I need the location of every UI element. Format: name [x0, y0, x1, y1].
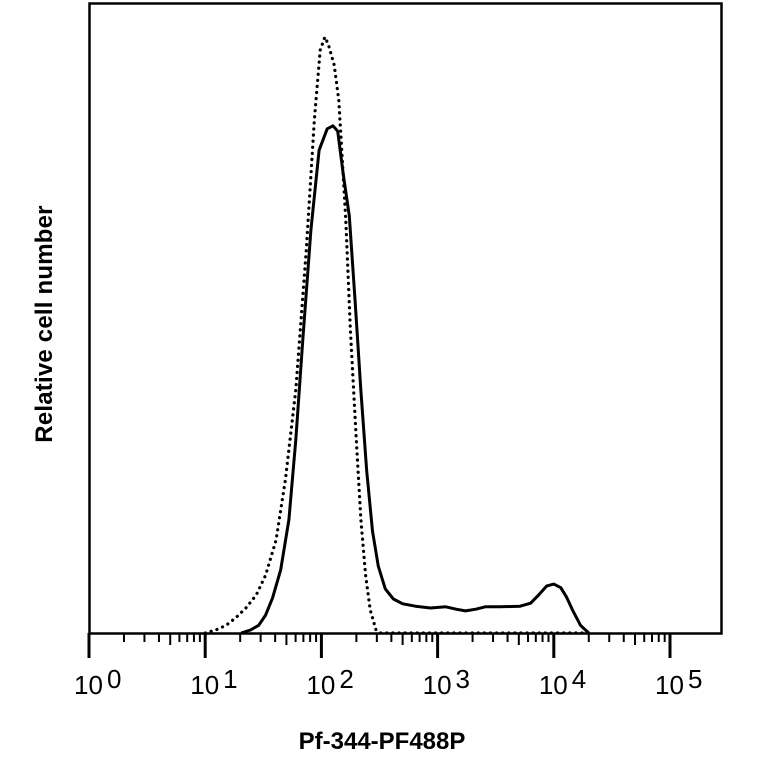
- x-axis-label: Pf-344-PF488P: [298, 728, 466, 755]
- y-axis-label: Relative cell number: [31, 205, 58, 443]
- x-tick-label: 10 2: [306, 664, 354, 700]
- x-tick-label: 10 0: [74, 664, 122, 700]
- stained-sample-curve: [240, 124, 590, 635]
- isotype-control-curve: [203, 32, 592, 635]
- x-tick-label: 10 5: [655, 664, 703, 700]
- x-axis-ticks: [87, 633, 672, 658]
- x-tick-label: 10 1: [190, 664, 238, 700]
- plot-frame: [88, 2, 723, 635]
- x-tick-label: 10 4: [538, 664, 587, 700]
- x-tick-label: 10 3: [422, 664, 471, 700]
